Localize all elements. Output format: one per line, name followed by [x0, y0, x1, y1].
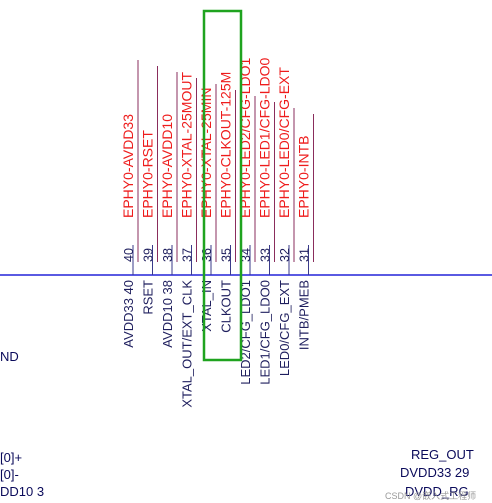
pin-40-pin-name: AVDD33 40	[121, 280, 136, 348]
pin-32-net-label: EPHY0-LED0/CFG-EXT	[276, 67, 292, 218]
pin-35-net-label: EPHY0-CLKOUT-125M	[218, 72, 234, 218]
pin-37-pin-name: XTAL_OUT/EXT_CLK	[180, 280, 195, 408]
pin-32-number: 32	[278, 248, 292, 262]
pin-38-pin-name: AVDD10 38	[160, 280, 175, 348]
pin-36-pin-name: XTAL_IN	[199, 280, 214, 332]
pin-35-pin-name: CLKOUT	[219, 280, 234, 333]
pin-38-net-label: EPHY0-AVDD10	[159, 114, 175, 218]
pin-39-net-label: EPHY0-RSET	[140, 130, 156, 218]
pin-40-net-label: EPHY0-AVDD33	[120, 114, 136, 218]
left-label-avdd10: DD10 3	[0, 484, 44, 499]
right-label-dvdd-rg: DVDD_RG	[405, 484, 469, 499]
pin-35-number: 35	[220, 248, 234, 262]
pin-32-pin-name: LED0/CFG_EXT	[277, 280, 292, 376]
pin-34-number: 34	[239, 248, 253, 262]
pin-36-number: 36	[200, 248, 214, 262]
pin-34-net-label: EPHY0-LED2/CFG-LDO1	[237, 58, 253, 218]
pin-33-net-label: EPHY0-LED1/CFG-LDO0	[257, 58, 273, 218]
pin-36-net-label: EPHY0-XTAL-25MIN	[198, 88, 214, 218]
left-label-diff-minus: [0]-	[0, 467, 19, 482]
pin-39-number: 39	[142, 248, 156, 262]
pins-layer: EPHY0-AVDD33 40 AVDD33 40 EPHY0-RSET 39 RSET E…	[120, 58, 314, 408]
pin-37-net-label: EPHY0-XTAL-25MOUT	[179, 72, 195, 218]
pin-31-number: 31	[298, 248, 312, 262]
pin-31-pin-name: INTB/PMEB	[297, 280, 312, 350]
left-label-gnd: ND	[0, 349, 19, 364]
pin-37-number: 37	[181, 248, 195, 262]
highlight-box-clkout	[202, 9, 243, 362]
pin-38-number: 38	[161, 248, 175, 262]
pin-39-pin-name: RSET	[141, 280, 156, 315]
pin-33-number: 33	[259, 248, 273, 262]
right-label-reg-out: REG_OUT	[411, 447, 474, 462]
watermark: CSDN @嵌入式工程师	[385, 490, 476, 501]
right-label-dvdd33: DVDD33 29	[400, 465, 469, 480]
pin-31-net-label: EPHY0-INTB	[296, 136, 312, 218]
pin-33-pin-name: LED1/CFG_LDO0	[258, 280, 273, 385]
pin-40-number: 40	[122, 248, 136, 262]
left-label-diff-plus: [0]+	[0, 450, 22, 465]
